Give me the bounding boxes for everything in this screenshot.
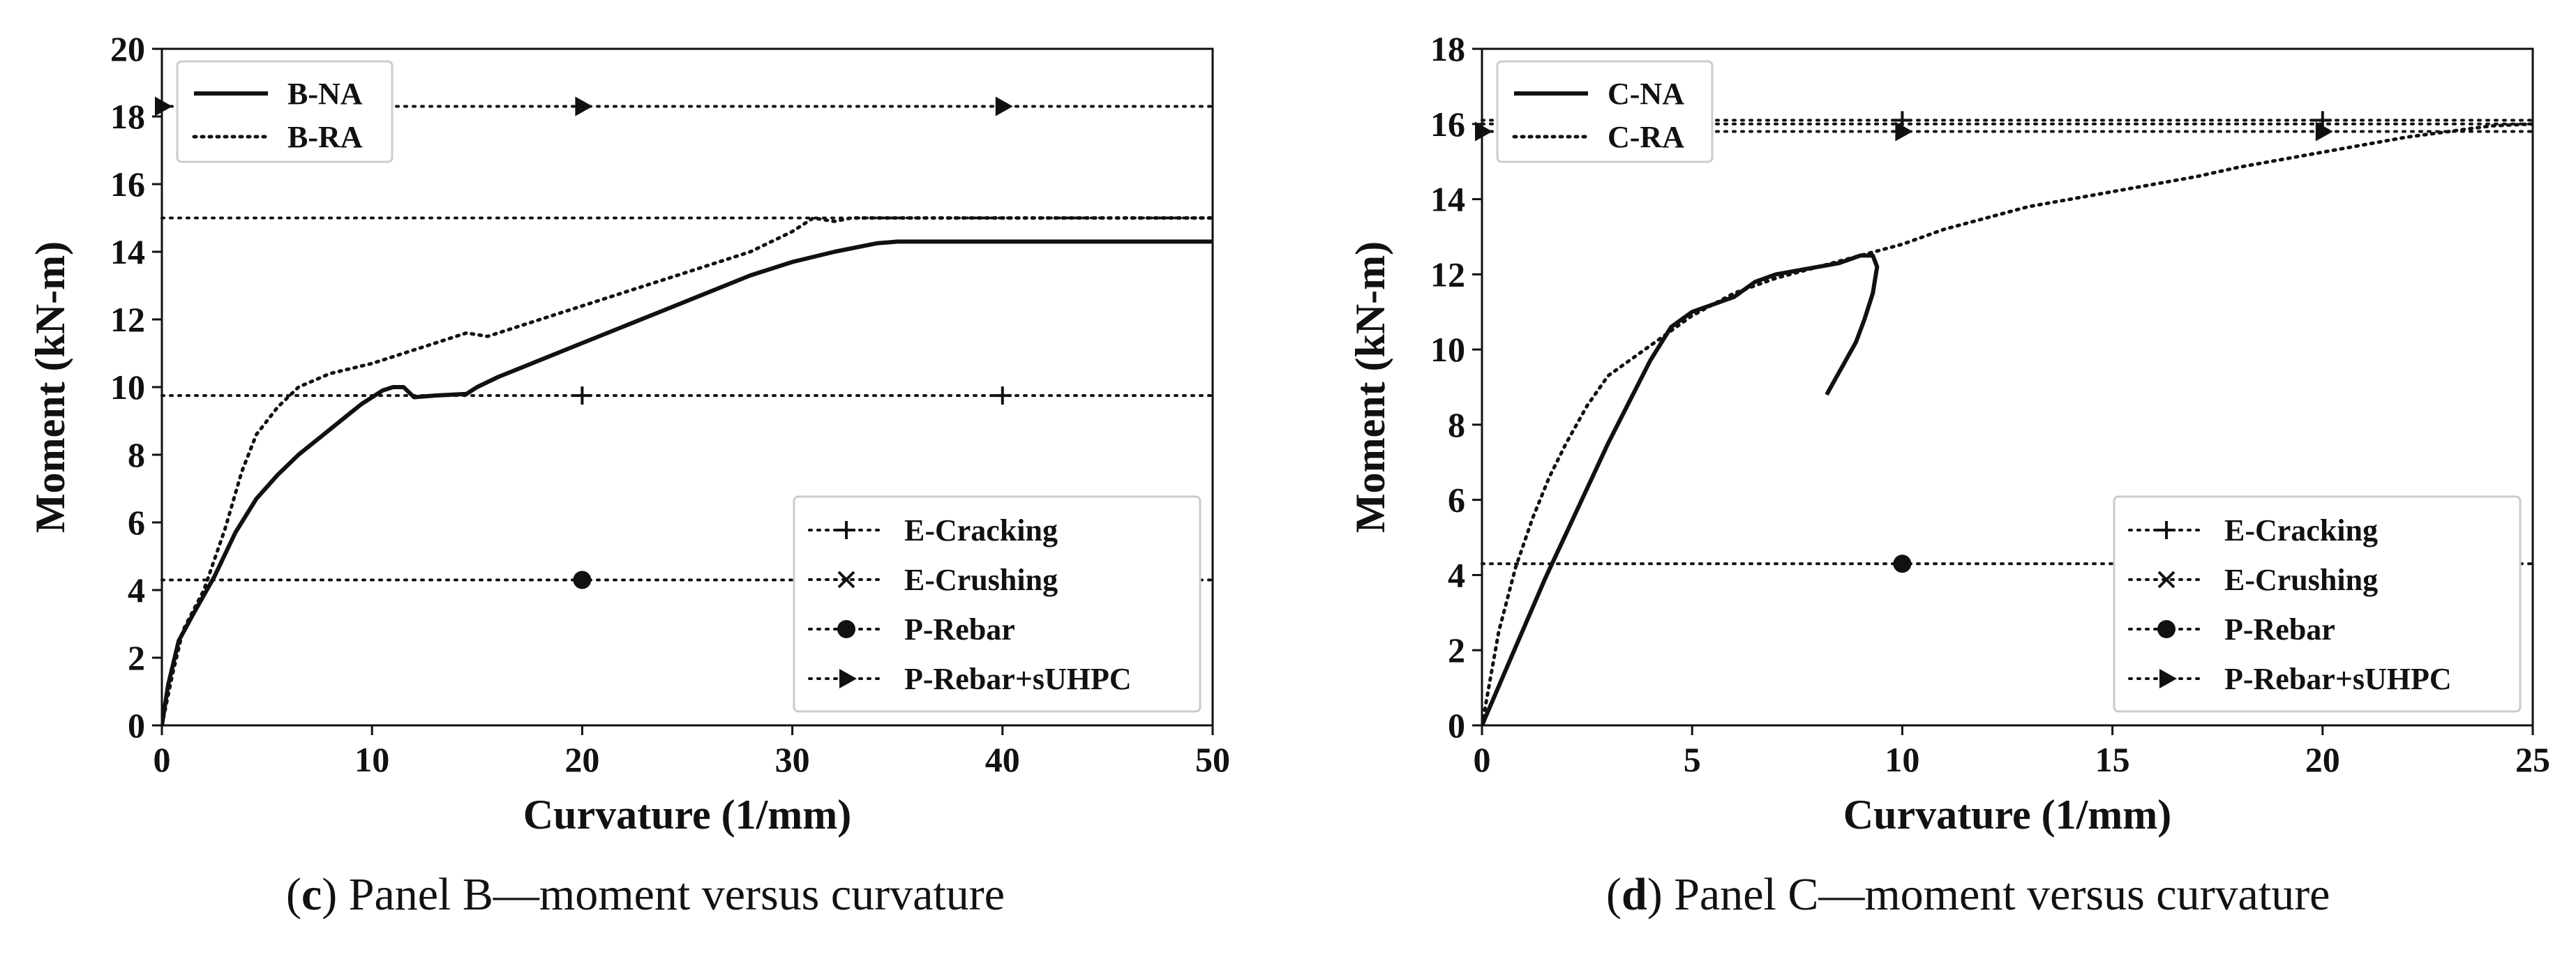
- y-tick-label: 4: [128, 571, 145, 610]
- y-axis-title: Moment (kN-m): [1347, 241, 1393, 533]
- caption-letter: d: [1621, 869, 1647, 920]
- y-tick-label: 18: [1430, 29, 1465, 68]
- legend-label-e-cracking: E-Cracking: [2224, 513, 2378, 548]
- reference-marker: [1895, 121, 1913, 142]
- x-tick-label: 20: [2305, 740, 2340, 779]
- y-tick-label: 8: [128, 435, 145, 474]
- y-tick-label: 14: [110, 232, 145, 271]
- caption-panel-c: (c) Panel B—moment versus curvature: [286, 869, 1005, 920]
- caption-text: Panel B—moment versus curvature: [348, 869, 1005, 920]
- reference-marker: [575, 96, 593, 116]
- y-tick-label: 0: [1448, 706, 1465, 745]
- reference-marker: [155, 96, 172, 116]
- x-tick-label: 20: [564, 740, 599, 779]
- legend-marker-e-cracking: [837, 521, 855, 539]
- y-tick-label: 18: [110, 97, 145, 136]
- series-line-b-na: [162, 239, 1213, 725]
- series-line-c-ra: [1482, 122, 2533, 725]
- x-tick-label: 30: [775, 740, 810, 779]
- x-tick-label: 0: [153, 740, 171, 779]
- legend-label-b-ra: B-RA: [287, 120, 363, 154]
- legend-marker-p-rebar-suhpc: [839, 669, 857, 688]
- legend-marker-p-rebar: [2157, 620, 2176, 638]
- y-tick-label: 4: [1448, 555, 1465, 594]
- y-tick-label: 10: [110, 368, 145, 407]
- legend-label-p-rebar-suhpc: P-Rebar+sUHPC: [904, 662, 1132, 696]
- x-tick-label: 40: [985, 740, 1020, 779]
- legend-label-c-na: C-NA: [1608, 77, 1684, 111]
- x-axis-title: Curvature (1/mm): [1843, 792, 2171, 838]
- reference-marker: [1893, 554, 1912, 573]
- legend-series: C-NA C-RA: [1496, 60, 1714, 163]
- y-tick-label: 20: [110, 29, 145, 68]
- y-tick-label: 6: [1448, 481, 1465, 520]
- legend-reference: E-Cracking E-Crushing P-Rebar P-Rebar+sUHPC: [793, 495, 1201, 713]
- legend-reference-box: [793, 495, 1201, 713]
- caption-letter: c: [301, 869, 322, 920]
- series-line-b-ra: [162, 216, 1213, 725]
- x-axis-title: Curvature (1/mm): [523, 792, 851, 838]
- reference-marker: [995, 96, 1013, 116]
- legend-label-p-rebar-suhpc: P-Rebar+sUHPC: [2224, 662, 2452, 696]
- legend-label-p-rebar: P-Rebar: [904, 612, 1015, 647]
- y-axis-title: Moment (kN-m): [27, 241, 73, 533]
- legend-label-b-na: B-NA: [287, 77, 363, 111]
- x-tick-label: 50: [1195, 740, 1230, 779]
- legend-label-e-cracking: E-Cracking: [904, 513, 1058, 548]
- y-tick-label: 10: [1430, 330, 1465, 369]
- y-tick-label: 2: [1448, 631, 1465, 670]
- reference-marker: [993, 386, 1012, 405]
- y-tick-label: 12: [110, 300, 145, 339]
- reference-marker: [1475, 121, 1492, 142]
- x-tick-label: 5: [1684, 740, 1701, 779]
- x-tick-label: 25: [2515, 740, 2550, 779]
- x-tick-label: 10: [354, 740, 389, 779]
- caption-text: Panel C—moment versus curvature: [1674, 869, 2330, 920]
- legend-marker-e-crushing: [2157, 571, 2176, 589]
- legend-label-c-ra: C-RA: [1608, 120, 1684, 154]
- y-tick-label: 6: [128, 503, 145, 542]
- y-tick-label: 0: [128, 706, 145, 745]
- legend-marker-e-crushing: [837, 571, 855, 589]
- y-tick-label: 14: [1430, 180, 1465, 219]
- legend-label-p-rebar: P-Rebar: [2224, 612, 2335, 647]
- legend-marker-p-rebar-suhpc: [2159, 669, 2177, 688]
- plot-frame: [1481, 47, 2534, 727]
- reference-marker: [573, 571, 592, 589]
- series-line-c-na: [1482, 253, 1880, 725]
- legend-marker-p-rebar: [837, 620, 855, 638]
- y-tick-label: 16: [110, 165, 145, 204]
- x-tick-label: 15: [2095, 740, 2130, 779]
- legend-label-e-crushing: E-Crushing: [904, 563, 1058, 597]
- legend-series: B-NA B-RA: [176, 60, 394, 163]
- chart-panel-c: 0 10 20 30 40 50 0 2 4 6 8 10 12 14 16 18 20 Curvature (1…: [27, 29, 1230, 838]
- reference-marker: [573, 386, 592, 405]
- x-tick-label: 0: [1474, 740, 1491, 779]
- y-tick-label: 2: [128, 638, 145, 677]
- y-tick-label: 8: [1448, 405, 1465, 444]
- x-tick-label: 10: [1885, 740, 1919, 779]
- caption-panel-d: (d) Panel C—moment versus curvature: [1606, 869, 2330, 920]
- chart-panel-d: 0 5 10 15 20 25 0 2 4 6 8 10 12 14 16 18 Curvature (1/mm…: [1347, 29, 2550, 838]
- legend-label-e-crushing: E-Crushing: [2224, 563, 2378, 597]
- legend-reference-box: [2113, 495, 2522, 713]
- y-tick-label: 16: [1430, 105, 1465, 144]
- legend-marker-e-cracking: [2157, 521, 2176, 539]
- reference-marker: [2315, 121, 2333, 142]
- legend-reference: E-Cracking E-Crushing P-Rebar P-Rebar+sUHPC: [2113, 495, 2522, 713]
- y-tick-label: 12: [1430, 255, 1465, 294]
